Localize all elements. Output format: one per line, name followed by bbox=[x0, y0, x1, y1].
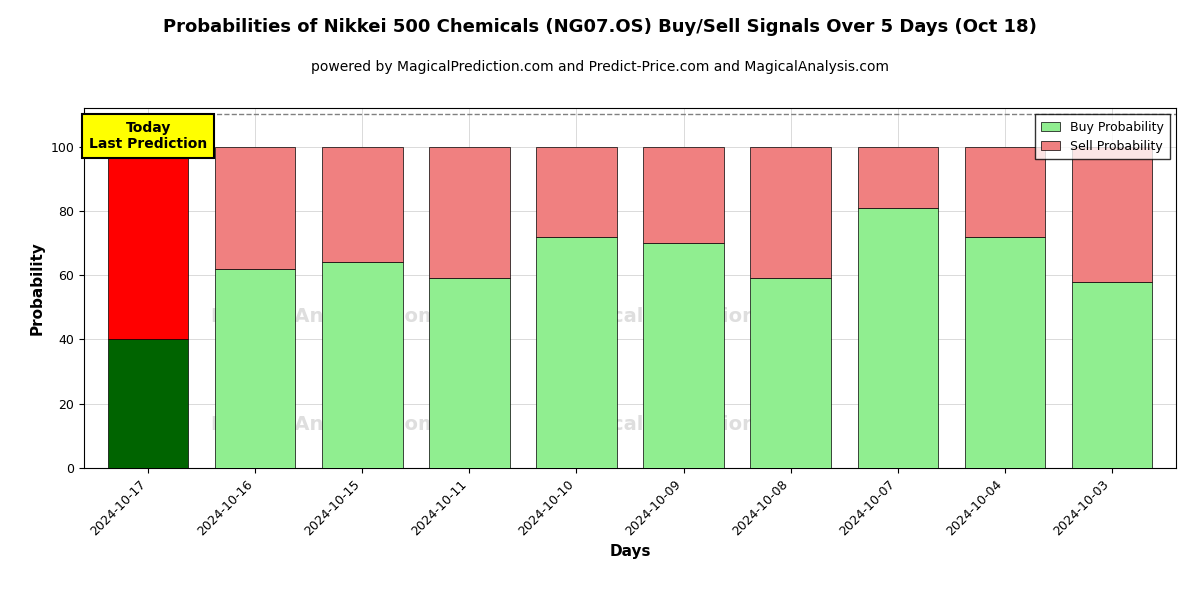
Bar bbox=[215, 146, 295, 269]
Legend: Buy Probability, Sell Probability: Buy Probability, Sell Probability bbox=[1034, 114, 1170, 159]
Bar bbox=[108, 146, 188, 340]
Text: Today
Last Prediction: Today Last Prediction bbox=[89, 121, 208, 151]
Bar bbox=[430, 278, 510, 468]
Bar bbox=[536, 236, 617, 468]
Bar bbox=[643, 146, 724, 243]
Bar bbox=[965, 146, 1045, 236]
X-axis label: Days: Days bbox=[610, 544, 650, 559]
Y-axis label: Probability: Probability bbox=[30, 241, 44, 335]
Bar bbox=[430, 146, 510, 278]
Text: Probabilities of Nikkei 500 Chemicals (NG07.OS) Buy/Sell Signals Over 5 Days (Oc: Probabilities of Nikkei 500 Chemicals (N… bbox=[163, 18, 1037, 36]
Bar bbox=[108, 340, 188, 468]
Bar bbox=[323, 262, 402, 468]
Text: MagicalPrediction.com: MagicalPrediction.com bbox=[559, 415, 810, 434]
Bar bbox=[858, 208, 937, 468]
Bar bbox=[965, 236, 1045, 468]
Text: MagicalPrediction.com: MagicalPrediction.com bbox=[559, 307, 810, 326]
Text: MagicalAnalysis.com: MagicalAnalysis.com bbox=[210, 415, 438, 434]
Bar bbox=[215, 269, 295, 468]
Bar bbox=[750, 278, 830, 468]
Bar bbox=[323, 146, 402, 262]
Bar bbox=[1072, 146, 1152, 281]
Bar bbox=[536, 146, 617, 236]
Bar bbox=[1072, 281, 1152, 468]
Bar bbox=[750, 146, 830, 278]
Text: powered by MagicalPrediction.com and Predict-Price.com and MagicalAnalysis.com: powered by MagicalPrediction.com and Pre… bbox=[311, 60, 889, 74]
Bar bbox=[643, 243, 724, 468]
Bar bbox=[858, 146, 937, 208]
Text: MagicalAnalysis.com: MagicalAnalysis.com bbox=[210, 307, 438, 326]
